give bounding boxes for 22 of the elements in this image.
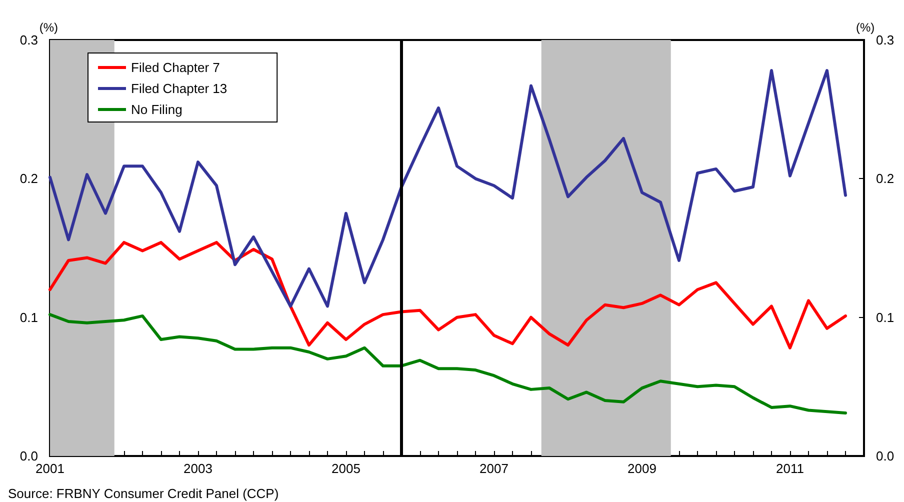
x-tick-label: 2005 xyxy=(332,461,360,476)
y-tick-label: 0.2 xyxy=(20,171,38,186)
source-note: Source: FRBNY Consumer Credit Panel (CCP) xyxy=(8,486,279,501)
y-tick-label: 0.0 xyxy=(20,448,38,464)
x-tick-label: 2007 xyxy=(480,461,508,476)
x-tick-label: 2011 xyxy=(776,461,804,476)
y-tick-label: 0.1 xyxy=(20,310,38,325)
line-series xyxy=(48,313,847,415)
x-tick-label: 2003 xyxy=(184,461,212,476)
y2-tick-label: 0.1 xyxy=(876,310,894,325)
x-tick-label: 2001 xyxy=(36,461,64,476)
y2-tick-label: 0.2 xyxy=(876,171,894,186)
y-tick-label: 0.3 xyxy=(20,32,38,48)
legend-label: No Filing xyxy=(131,102,182,117)
y2-tick-label: 0.3 xyxy=(876,32,894,48)
legend-label: Filed Chapter 7 xyxy=(131,60,220,75)
y-axis-title: (%) xyxy=(39,20,58,35)
legend-label: Filed Chapter 13 xyxy=(131,81,228,96)
y2-tick-label: 0.0 xyxy=(876,448,894,464)
x-tick-label: 2009 xyxy=(628,461,656,476)
line-series xyxy=(48,240,847,350)
y2-axis-title: (%) xyxy=(856,20,875,35)
